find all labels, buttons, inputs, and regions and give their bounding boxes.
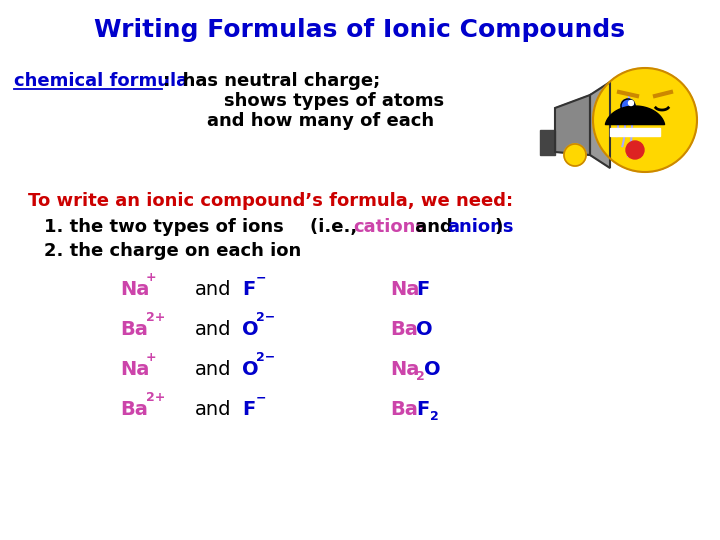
- Polygon shape: [590, 82, 610, 168]
- Text: Ba: Ba: [390, 400, 418, 419]
- Text: O: O: [424, 360, 441, 379]
- Text: 2−: 2−: [256, 351, 275, 364]
- Text: anions: anions: [447, 218, 513, 236]
- Text: O: O: [242, 360, 258, 379]
- Text: O: O: [416, 320, 433, 339]
- Text: F: F: [242, 280, 256, 299]
- Text: and: and: [195, 280, 232, 299]
- Text: F: F: [242, 400, 256, 419]
- Text: Na: Na: [390, 280, 419, 299]
- Text: Ba: Ba: [120, 400, 148, 419]
- Text: Na: Na: [120, 360, 149, 379]
- Circle shape: [621, 99, 635, 113]
- Polygon shape: [606, 106, 665, 125]
- Text: +: +: [146, 271, 157, 284]
- Polygon shape: [555, 95, 590, 155]
- Text: 2+: 2+: [146, 311, 166, 324]
- Text: To write an ionic compound’s formula, we need:: To write an ionic compound’s formula, we…: [28, 192, 513, 210]
- Polygon shape: [610, 128, 660, 136]
- Text: and: and: [195, 400, 232, 419]
- Text: shows types of atoms: shows types of atoms: [224, 92, 444, 110]
- Text: and how many of each: and how many of each: [207, 112, 434, 130]
- Text: cations: cations: [353, 218, 426, 236]
- Text: Writing Formulas of Ionic Compounds: Writing Formulas of Ionic Compounds: [94, 18, 626, 42]
- Text: F: F: [416, 280, 429, 299]
- Circle shape: [593, 68, 697, 172]
- Text: 2: 2: [430, 410, 438, 423]
- Text: and: and: [195, 360, 232, 379]
- Text: −: −: [256, 391, 266, 404]
- Text: Ba: Ba: [120, 320, 148, 339]
- Text: F: F: [416, 400, 429, 419]
- Text: chemical formula: chemical formula: [14, 72, 188, 90]
- Text: −: −: [256, 271, 266, 284]
- Text: ): ): [495, 218, 503, 236]
- Polygon shape: [540, 130, 555, 155]
- Text: and: and: [195, 320, 232, 339]
- Text: Na: Na: [120, 280, 149, 299]
- Text: 1. the two types of ions: 1. the two types of ions: [44, 218, 284, 236]
- Circle shape: [629, 100, 634, 105]
- Circle shape: [564, 144, 586, 166]
- Text: (i.e.,: (i.e.,: [310, 218, 364, 236]
- Circle shape: [626, 141, 644, 159]
- Text: 2−: 2−: [256, 311, 275, 324]
- Text: Na: Na: [390, 360, 419, 379]
- Text: 2+: 2+: [146, 391, 166, 404]
- Text: :  has neutral charge;: : has neutral charge;: [163, 72, 380, 90]
- Text: 2. the charge on each ion: 2. the charge on each ion: [44, 242, 301, 260]
- Text: 2: 2: [416, 370, 425, 383]
- Text: Ba: Ba: [390, 320, 418, 339]
- Text: and: and: [409, 218, 459, 236]
- Text: O: O: [242, 320, 258, 339]
- Text: +: +: [146, 351, 157, 364]
